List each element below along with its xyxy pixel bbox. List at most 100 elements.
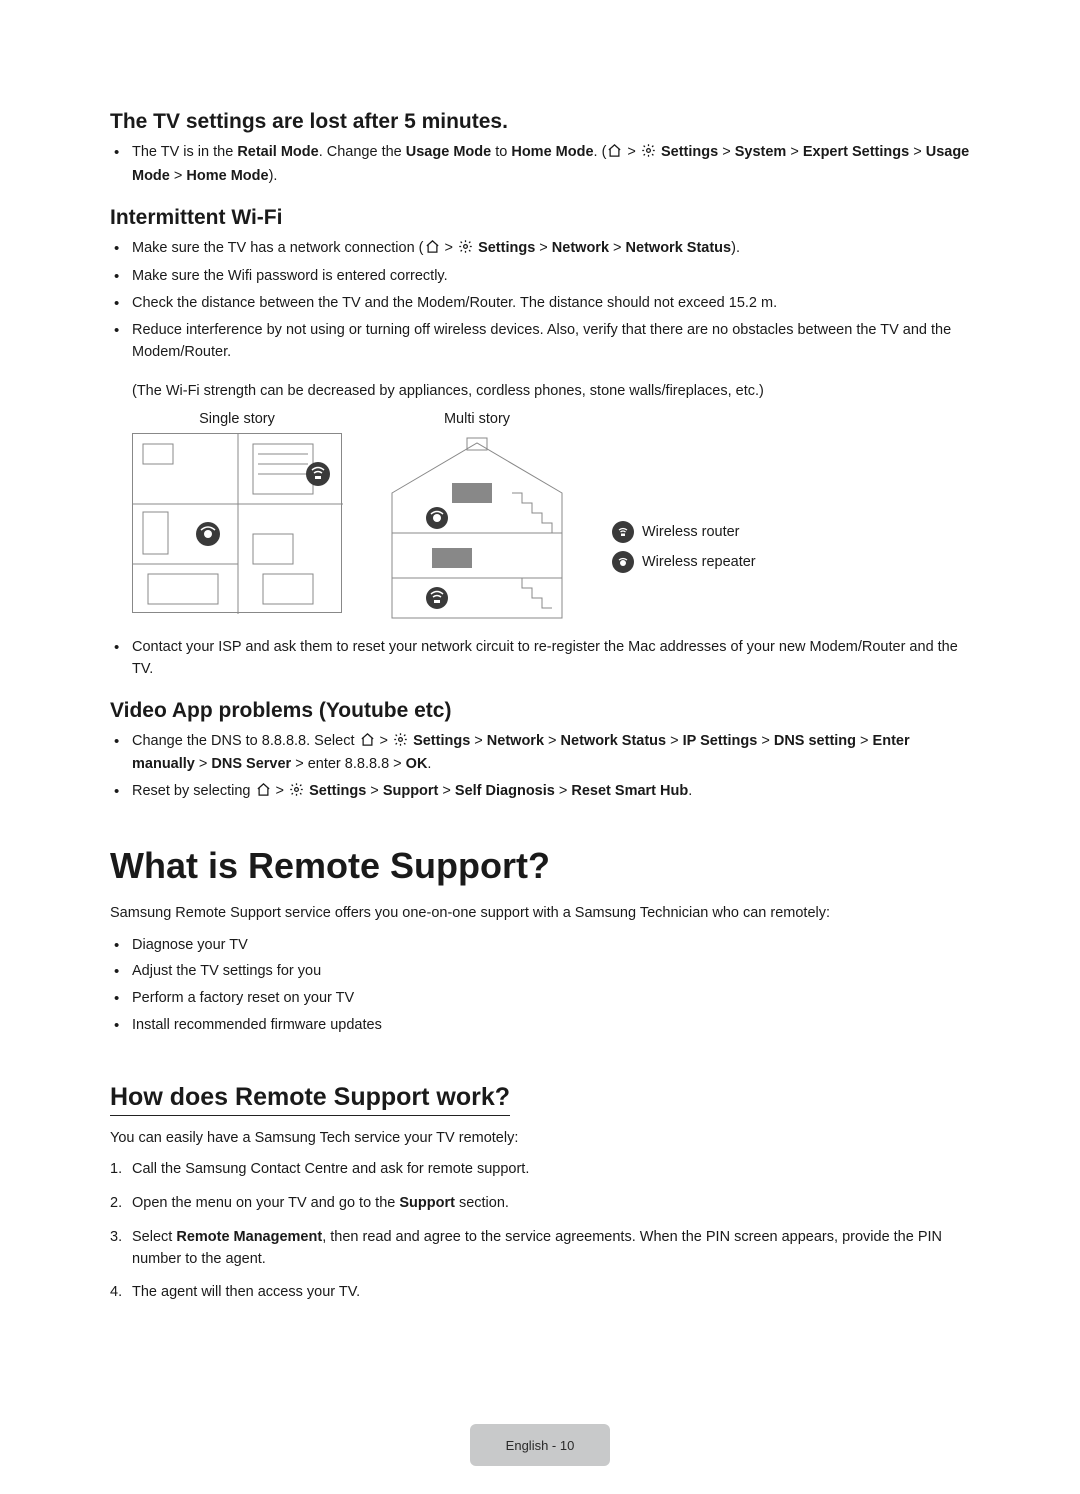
text: . <box>688 783 692 799</box>
text: section. <box>455 1195 509 1211</box>
text: The TV is in the <box>132 144 237 160</box>
text: . <box>427 756 431 772</box>
how-intro: You can easily have a Samsung Tech servi… <box>110 1128 970 1150</box>
sep: > <box>272 783 289 799</box>
page-footer: English - 10 <box>470 1424 610 1466</box>
network-status-label: Network Status <box>561 733 667 749</box>
bullet-network-connection: Make sure the TV has a network connectio… <box>132 238 970 262</box>
single-story-label: Single story <box>132 411 342 427</box>
dns-server-label: DNS Server <box>211 756 291 772</box>
step-2: Open the menu on your TV and go to the S… <box>132 1193 970 1215</box>
home-mode-label: Home Mode <box>511 144 593 160</box>
sep: > <box>609 240 626 256</box>
step-4: The agent will then access your TV. <box>132 1282 970 1304</box>
steps-remote-support: Call the Samsung Contact Centre and ask … <box>110 1159 970 1304</box>
settings-label: Settings <box>413 733 470 749</box>
gear-icon <box>289 782 304 805</box>
text: Change the DNS to 8.8.8.8. Select <box>132 733 359 749</box>
gear-icon <box>641 143 656 166</box>
ip-settings-label: IP Settings <box>683 733 758 749</box>
legend-router-label: Wireless router <box>642 524 740 540</box>
text: ). <box>269 168 278 184</box>
multi-story-label: Multi story <box>382 411 572 427</box>
retail-mode-label: Retail Mode <box>237 144 318 160</box>
page-number: English - 10 <box>506 1438 575 1453</box>
network-label: Network <box>552 240 609 256</box>
heading-video-app: Video App problems (Youtube etc) <box>110 699 970 723</box>
expert-settings-label: Expert Settings <box>803 144 909 160</box>
diagram-legend: Wireless router Wireless repeater <box>612 521 756 573</box>
bullet-diagnose: Diagnose your TV <box>132 935 970 957</box>
multi-story-col: Multi story <box>382 411 572 623</box>
heading-intermittent-wifi: Intermittent Wi-Fi <box>110 206 970 230</box>
settings-label: Settings <box>478 240 535 256</box>
home-icon <box>360 732 375 755</box>
single-story-diagram <box>132 433 342 613</box>
home-icon <box>256 782 271 805</box>
gear-icon <box>393 732 408 755</box>
home-icon <box>607 143 622 166</box>
sep: > <box>438 783 455 799</box>
bullets-tv-settings: The TV is in the Retail Mode. Change the… <box>110 142 970 188</box>
bullet-retail-mode: The TV is in the Retail Mode. Change the… <box>132 142 970 188</box>
router-icon <box>612 521 634 543</box>
sep: > enter 8.8.8.8 > <box>291 756 405 772</box>
text: Make sure the TV has a network connectio… <box>132 240 424 256</box>
bullets-remote-support: Diagnose your TV Adjust the TV settings … <box>110 935 970 1037</box>
bullets-wifi-2: Contact your ISP and ask them to reset y… <box>110 637 970 681</box>
wifi-note: (The Wi-Fi strength can be decreased by … <box>132 381 970 403</box>
sep: > <box>170 168 187 184</box>
sep: > <box>623 144 640 160</box>
bullet-distance: Check the distance between the TV and th… <box>132 293 970 315</box>
settings-label: Settings <box>309 783 366 799</box>
sep: > <box>366 783 383 799</box>
system-label: System <box>735 144 787 160</box>
self-diagnosis-label: Self Diagnosis <box>455 783 555 799</box>
home-icon <box>425 239 440 262</box>
text: Open the menu on your TV and go to the <box>132 1195 399 1211</box>
heading-tv-settings-lost: The TV settings are lost after 5 minutes… <box>110 110 970 134</box>
sep: > <box>666 733 683 749</box>
bullets-wifi: Make sure the TV has a network connectio… <box>110 238 970 364</box>
text: . ( <box>594 144 607 160</box>
bullets-video-app: Change the DNS to 8.8.8.8. Select > Sett… <box>110 731 970 805</box>
sep: > <box>470 733 487 749</box>
bullet-firmware: Install recommended firmware updates <box>132 1015 970 1037</box>
legend-repeater-row: Wireless repeater <box>612 551 756 573</box>
bullet-reset-smarthub: Reset by selecting > Settings > Support … <box>132 781 970 805</box>
single-story-col: Single story <box>132 411 342 613</box>
bullet-dns: Change the DNS to 8.8.8.8. Select > Sett… <box>132 731 970 777</box>
text: Reset by selecting <box>132 783 255 799</box>
legend-repeater-label: Wireless repeater <box>642 554 756 570</box>
heading-how-remote-support: How does Remote Support work? <box>110 1083 510 1116</box>
bullet-interference: Reduce interference by not using or turn… <box>132 320 970 364</box>
support-label: Support <box>399 1195 455 1211</box>
reset-smart-hub-label: Reset Smart Hub <box>571 783 688 799</box>
sep: > <box>786 144 803 160</box>
sep: > <box>441 240 458 256</box>
usage-mode-label: Usage Mode <box>406 144 491 160</box>
bullet-factory-reset: Perform a factory reset on your TV <box>132 988 970 1010</box>
remote-support-intro: Samsung Remote Support service offers yo… <box>110 903 970 925</box>
text: Select <box>132 1229 176 1245</box>
home-mode-label-2: Home Mode <box>186 168 268 184</box>
ok-label: OK <box>406 756 428 772</box>
multi-story-diagram <box>382 433 572 623</box>
support-label: Support <box>383 783 439 799</box>
legend-router-row: Wireless router <box>612 521 756 543</box>
text: . Change the <box>319 144 406 160</box>
sep: > <box>718 144 735 160</box>
remote-management-label: Remote Management <box>176 1229 322 1245</box>
network-label: Network <box>487 733 544 749</box>
sep: > <box>909 144 926 160</box>
sep: > <box>757 733 774 749</box>
bullet-wifi-password: Make sure the Wifi password is entered c… <box>132 266 970 288</box>
text: to <box>491 144 511 160</box>
dns-setting-label: DNS setting <box>774 733 856 749</box>
heading-remote-support: What is Remote Support? <box>110 845 970 887</box>
settings-label: Settings <box>661 144 718 160</box>
sep: > <box>376 733 393 749</box>
sep: > <box>856 733 873 749</box>
bullet-adjust: Adjust the TV settings for you <box>132 961 970 983</box>
repeater-icon <box>612 551 634 573</box>
